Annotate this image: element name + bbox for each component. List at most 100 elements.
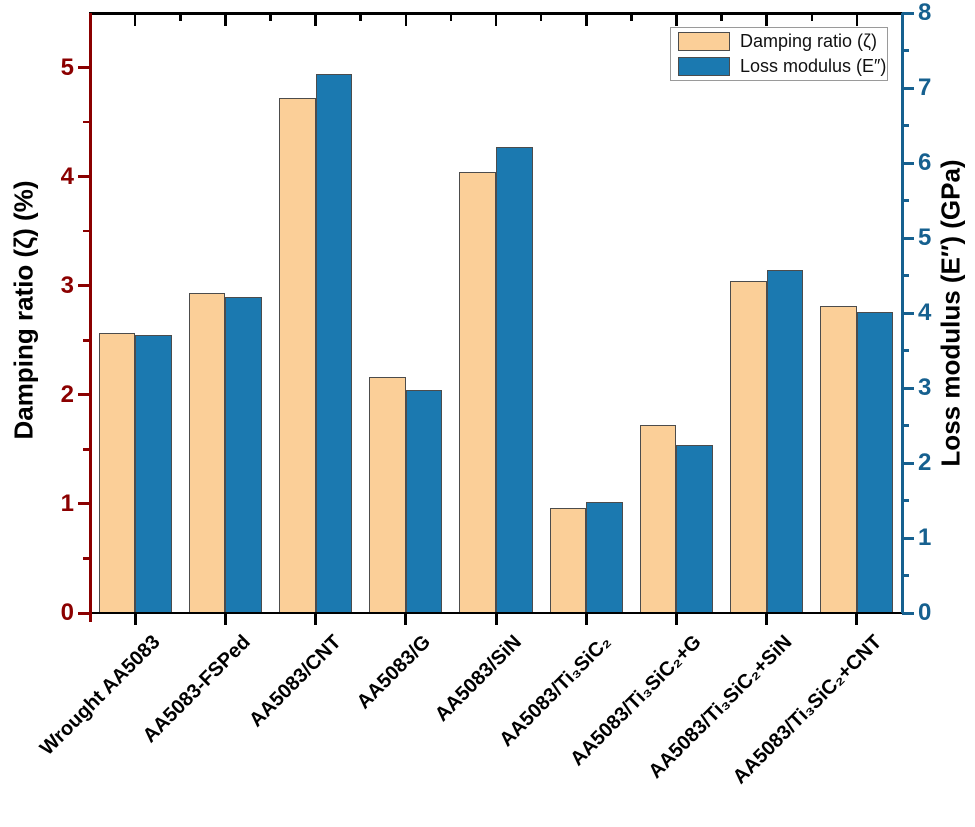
bar-loss-modulus [315,73,353,613]
bottom-major-tick [674,613,678,625]
left-minor-tick [83,448,90,451]
left-minor-tick [83,120,90,124]
right-major-tick [902,311,914,315]
bar-loss-modulus [766,269,804,613]
right-minor-tick [902,124,909,127]
right-tick-label: 4 [918,299,932,326]
left-major-tick [78,393,90,397]
loss-modulus-swatch-icon [678,57,730,76]
bar-damping-ratio [278,98,316,613]
left-spine [88,13,92,622]
bar-damping-ratio [188,293,226,613]
right-major-tick [902,11,914,15]
top-minor-tick [449,13,453,21]
right-minor-tick [902,574,909,577]
top-major-tick [585,13,588,26]
right-tick-label: 2 [918,449,932,476]
right-major-tick [902,161,914,165]
top-minor-tick [720,13,723,21]
bottom-major-tick [765,613,769,625]
left-minor-tick [83,229,90,233]
left-major-tick [78,611,90,615]
bar-loss-modulus [225,297,262,613]
right-tick-label: 7 [918,74,932,101]
bottom-major-tick [494,613,498,625]
right-major-tick [902,236,914,240]
left-minor-tick [83,339,90,342]
bottom-major-tick [584,613,588,625]
right-tick-label: 1 [918,524,932,551]
bar-damping-ratio [639,425,677,613]
right-tick-label: 8 [918,0,932,26]
left-tick-label: 3 [60,271,74,299]
bar-loss-modulus [586,502,623,613]
right-minor-tick [902,199,909,202]
x-tick-label: AA5083/CNT [244,631,346,732]
left-major-tick [78,502,90,506]
bar-loss-modulus [856,311,894,613]
top-minor-tick [359,13,362,21]
right-major-tick [902,86,914,90]
x-tick-label: AA5083/Ti₃SiC₂+CNT [729,631,887,789]
right-minor-tick [902,274,909,277]
bar-loss-modulus [496,147,533,613]
bar-damping-ratio [820,306,857,613]
bottom-major-tick [223,613,227,625]
plot-area [78,11,914,625]
bar-damping-ratio [730,281,767,613]
legend-label: Damping ratio (ζ) [740,31,877,51]
left-major-tick [78,284,90,288]
top-major-tick [765,13,768,26]
right-major-tick [902,611,914,615]
top-minor-tick [630,13,633,21]
bottom-major-tick [404,613,408,625]
right-minor-tick [902,349,909,352]
bottom-spine [78,611,904,615]
top-minor-tick [179,13,182,21]
right-major-tick [902,386,914,390]
left-major-tick [78,175,90,179]
left-tick-label: 1 [60,489,74,517]
top-major-tick [855,13,859,26]
bar-damping-ratio [549,508,587,613]
right-tick-label: 3 [918,374,932,401]
bottom-major-tick [314,613,318,625]
bar-loss-modulus [676,445,714,613]
right-tick-label: 6 [918,149,932,176]
right-major-tick [902,461,914,465]
top-major-tick [404,13,408,26]
left-major-tick [78,66,90,70]
top-major-tick [675,13,678,26]
left-tick-label: 5 [60,53,74,81]
bar-loss-modulus [405,389,443,613]
bottom-major-tick [855,613,859,625]
bottom-major-tick [133,613,137,625]
top-minor-tick [269,13,272,21]
x-tick-label: Wrought AA5083 [35,631,165,760]
x-tick-label: AA5083/G [352,631,436,714]
right-minor-tick [902,499,909,502]
right-tick-label: 5 [918,224,932,251]
legend-item-damping: Damping ratio (ζ) [671,29,887,54]
left-tick-label: 0 [60,599,74,626]
x-tick-label: AA5083/SiN [430,631,526,726]
top-major-tick [224,13,227,26]
right-tick-label: 0 [918,599,932,626]
left-tick-label: 4 [60,162,74,190]
bar-damping-ratio [369,377,406,613]
legend-label: Loss modulus (E″) [740,56,887,76]
damping-swatch-icon [678,32,730,51]
top-major-tick [133,13,137,26]
top-minor-tick [810,13,814,21]
legend: Damping ratio (ζ) Loss modulus (E″) [670,27,888,81]
top-major-tick [494,13,498,26]
left-minor-tick [83,557,90,560]
top-major-tick [314,13,317,26]
bar-damping-ratio [459,172,496,613]
right-minor-tick [902,49,909,52]
bar-damping-ratio [98,332,136,613]
right-major-tick [902,536,914,540]
left-tick-label: 2 [60,380,74,408]
top-minor-tick [539,13,543,21]
